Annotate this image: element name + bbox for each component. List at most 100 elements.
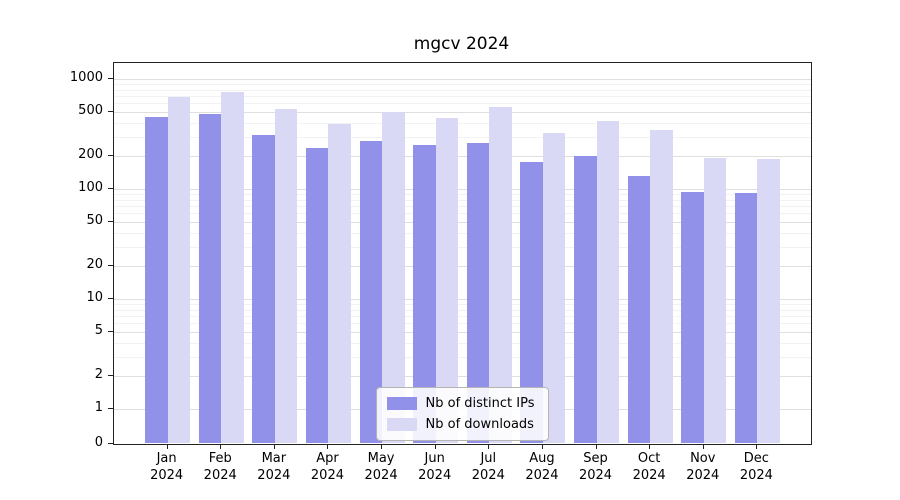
y-tick-label: 0 [94,435,103,450]
y-tick-mark [108,374,113,376]
minor-gridline [114,194,811,196]
x-tick-mark [220,444,222,449]
bar-sep-distinct-ips [574,155,597,443]
major-gridline [114,79,811,80]
major-gridline [114,332,811,334]
x-tick-label: Feb 2024 [203,451,237,483]
x-tick-label: Jun 2024 [418,451,452,483]
minor-gridline [114,206,811,208]
x-tick-label: Nov 2024 [686,451,720,483]
minor-gridline [114,199,811,201]
minor-gridline [114,96,811,98]
minor-gridline [114,356,811,358]
bar-mar-downloads [274,109,298,443]
x-tick-label: Apr 2024 [310,451,344,483]
bar-aug-downloads [542,133,566,443]
bar-apr-downloads [328,123,351,443]
y-tick-mark [108,443,113,444]
x-tick-mark [541,444,543,449]
bar-oct-downloads [650,129,673,443]
minor-gridline [114,122,811,124]
bar-may-downloads [382,111,405,443]
x-tick-label: Mar 2024 [257,451,291,483]
bar-nov-downloads [703,158,727,443]
bar-feb-distinct-ips [198,114,222,443]
bar-dec-downloads [757,158,780,443]
legend-label-distinct-ips: Nb of distinct IPs [425,396,535,411]
y-tick-label: 1 [94,400,103,415]
bar-jun-downloads [435,117,459,443]
x-tick-label: Jul 2024 [471,451,505,483]
minor-gridline [114,89,811,91]
bar-sep-downloads [596,121,620,443]
y-tick-mark [108,221,113,223]
y-tick-mark [108,111,113,113]
x-tick-label: Aug 2024 [525,451,559,483]
minor-gridline [114,304,811,306]
x-tick-label: Oct 2024 [632,451,666,483]
major-gridline [114,112,811,114]
y-tick-label: 500 [78,103,103,119]
x-tick-label: Jan 2024 [150,451,184,483]
legend-item-downloads: Nb of downloads [386,417,535,432]
minor-gridline [114,213,811,215]
bar-oct-distinct-ips [627,176,651,443]
x-tick-mark [434,444,436,449]
bar-jul-downloads [489,107,512,443]
bar-nov-distinct-ips [681,192,704,443]
legend-item-distinct-ips: Nb of distinct IPs [386,396,535,411]
bar-feb-downloads [221,92,244,443]
x-tick-mark [595,444,597,449]
x-tick-mark [273,444,275,449]
x-tick-label: May 2024 [364,451,398,483]
bar-jun-distinct-ips [413,145,436,443]
y-tick-mark [108,78,113,79]
y-tick-label: 10 [86,290,103,305]
plot-area: Nb of distinct IPs Nb of downloads [113,62,812,445]
y-tick-label: 50 [86,213,103,229]
minor-gridline [114,84,811,86]
minor-gridline [114,136,811,138]
y-tick-label: 200 [78,146,103,162]
chart-title: mgcv 2024 [413,34,510,54]
minor-gridline [114,103,811,105]
bar-jan-downloads [167,97,191,443]
y-tick-mark [108,331,113,333]
x-tick-label: Dec 2024 [739,451,773,483]
bar-mar-distinct-ips [252,134,275,443]
minor-gridline [114,323,811,325]
minor-gridline [114,246,811,248]
legend: Nb of distinct IPs Nb of downloads [375,387,550,441]
legend-label-downloads: Nb of downloads [425,417,534,432]
bar-apr-distinct-ips [305,148,329,443]
minor-gridline [114,309,811,311]
y-tick-mark [108,408,113,409]
minor-gridline [114,232,811,234]
y-tick-label: 5 [94,323,103,339]
major-gridline [114,155,811,157]
x-tick-mark [381,444,383,449]
x-tick-mark [756,444,758,449]
y-tick-label: 20 [86,256,103,272]
x-tick-mark [702,444,704,449]
x-tick-mark [327,444,329,449]
y-tick-label: 100 [78,180,103,195]
major-gridline [114,265,811,267]
major-gridline [114,189,811,190]
major-gridline [114,375,811,377]
y-tick-label: 1000 [69,70,103,85]
y-tick-mark [108,188,113,189]
bar-may-distinct-ips [359,140,383,443]
x-tick-mark [649,444,651,449]
y-tick-mark [108,264,113,266]
bar-jan-distinct-ips [145,117,168,443]
y-tick-label: 2 [94,366,103,382]
minor-gridline [114,342,811,344]
x-tick-label: Sep 2024 [578,451,613,483]
major-gridline [114,222,811,224]
y-tick-mark [108,154,113,156]
legend-swatch-distinct-ips [386,397,417,410]
legend-swatch-downloads [386,418,417,431]
bar-aug-distinct-ips [520,162,543,443]
